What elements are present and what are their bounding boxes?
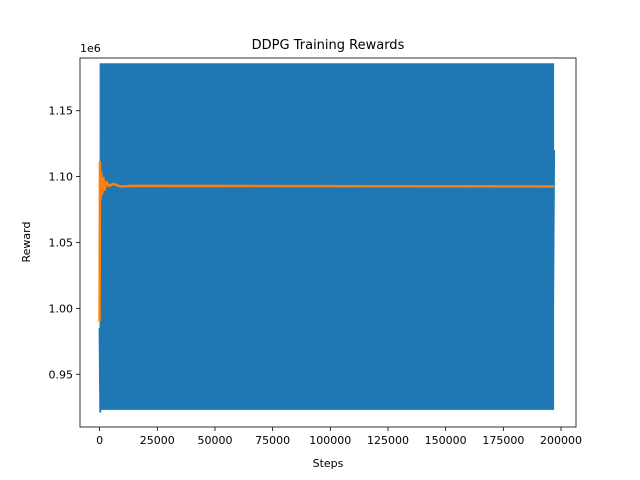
chart-title: DDPG Training Rewards: [252, 38, 405, 53]
x-tick-label: 125000: [367, 434, 409, 447]
x-tick-label: 175000: [482, 434, 524, 447]
y-tick-label: 1.05: [49, 237, 74, 250]
x-tick-label: 75000: [255, 434, 290, 447]
y-axis-label: Reward: [20, 222, 33, 263]
x-tick-label: 200000: [540, 434, 582, 447]
series-raw-reward-end: [550, 71, 556, 322]
y-tick-label: 0.95: [49, 368, 74, 381]
y-tick-label: 1.10: [49, 171, 74, 184]
series-smoothed-reward-line: [98, 160, 555, 322]
x-axis-ticks: 0 25000 50000 75000 100000 125000 150000 175000…: [96, 427, 582, 447]
y-axis-offset-label: 1e6: [80, 42, 101, 55]
series-raw-reward-start: [98, 67, 105, 413]
x-tick-label: 150000: [425, 434, 467, 447]
series-raw-reward-band: [99, 63, 555, 410]
y-tick-label: 1.15: [49, 105, 74, 118]
x-tick-label: 0: [96, 434, 103, 447]
x-tick-label: 25000: [140, 434, 175, 447]
y-axis-ticks: 0.95 1.00 1.05 1.10 1.15: [49, 105, 80, 381]
x-axis-label: Steps: [313, 457, 344, 470]
plot-area: [98, 63, 556, 413]
x-tick-label: 100000: [309, 434, 351, 447]
x-tick-label: 50000: [197, 434, 232, 447]
y-tick-label: 1.00: [49, 302, 74, 315]
